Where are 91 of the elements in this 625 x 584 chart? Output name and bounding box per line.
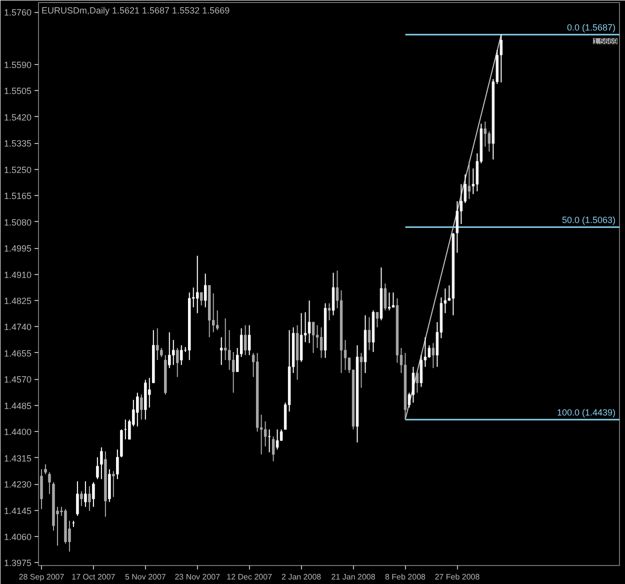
- candlestick: [320, 326, 323, 358]
- x-tick-label: 21 Jan 2008: [331, 572, 376, 582]
- x-tick-label: 5 Nov 2007: [124, 572, 166, 582]
- y-tick-label: 1.4145: [4, 506, 32, 516]
- y-tick-label: 1.4910: [4, 270, 32, 280]
- candlestick: [420, 354, 423, 388]
- candlestick: [428, 344, 431, 358]
- y-tick-label: 1.4570: [4, 374, 32, 385]
- candlestick: [384, 283, 387, 311]
- candlestick: [172, 339, 175, 366]
- candlestick: [96, 456, 99, 480]
- y-tick-label: 1.3975: [4, 558, 32, 568]
- y-tick-label: 1.4060: [4, 532, 32, 542]
- y-tick-label: 1.4825: [4, 296, 32, 306]
- candlestick: [276, 428, 279, 450]
- candlestick: [136, 392, 139, 427]
- y-tick-label: 1.5335: [4, 138, 32, 149]
- candlestick: [392, 292, 395, 308]
- ref-line-label: 100.0 (1.4439): [556, 408, 616, 418]
- y-tick-label: 1.5505: [4, 86, 32, 96]
- candlestick: [100, 446, 103, 480]
- text: 1.5669: [593, 37, 618, 46]
- candlestick: [76, 480, 79, 516]
- candlestick: [468, 160, 471, 200]
- candlestick: [432, 342, 435, 369]
- candlestick: [168, 332, 171, 369]
- candlestick: [44, 464, 47, 475]
- y-tick-label: 1.5250: [4, 164, 32, 175]
- y-tick-label: 1.5165: [4, 191, 32, 202]
- y-tick-label: 1.4485: [4, 400, 32, 411]
- y-tick-label: 1.4230: [4, 480, 32, 490]
- candlestick: [412, 366, 415, 404]
- candlestick: [196, 255, 199, 314]
- candlestick: [156, 328, 159, 361]
- candlestick: [148, 377, 151, 408]
- candlestick: [456, 200, 459, 254]
- candlestick: [312, 322, 315, 354]
- candlestick: [272, 436, 275, 462]
- ref-line-label: 50.0 (1.5063): [562, 215, 616, 226]
- candlestick: [116, 449, 119, 480]
- candlestick: [332, 272, 335, 316]
- x-tick-label: 17 Oct 2007: [72, 572, 116, 582]
- candlestick: [112, 470, 115, 498]
- y-tick-label: 1.4740: [4, 322, 32, 332]
- candlestick: [200, 292, 203, 306]
- candlestick: [204, 273, 207, 308]
- candlestick: [416, 371, 419, 394]
- candlestick: [376, 312, 379, 328]
- candlestick: [268, 428, 271, 453]
- y-tick-label: 1.5590: [4, 60, 32, 70]
- y-tick-label: 1.4995: [4, 244, 32, 254]
- y-tick-label: 1.5080: [4, 217, 32, 228]
- x-tick-label: 28 Sep 2007: [18, 572, 65, 582]
- candlestick: [360, 352, 363, 388]
- candlestick: [84, 480, 87, 508]
- candlestick: [500, 34, 503, 83]
- candlestick: [248, 324, 251, 356]
- candlestick: [488, 130, 491, 152]
- candlestick: [140, 394, 143, 420]
- candlestick: [484, 121, 487, 148]
- y-tick-label: 1.4400: [4, 427, 32, 438]
- candlestick: [368, 316, 371, 351]
- candlestick: [88, 486, 91, 512]
- candlestick: [48, 472, 51, 494]
- x-tick-label: 27 Feb 2008: [434, 572, 480, 582]
- candlestick: [176, 348, 179, 378]
- candlestick: [92, 482, 95, 508]
- candlestick: [316, 324, 319, 349]
- y-tick-label: 1.5760: [4, 8, 32, 18]
- x-tick-label: 8 Feb 2008: [385, 572, 426, 582]
- candlestick: [244, 324, 247, 356]
- x-tick-label: 2 Jan 2008: [282, 572, 322, 582]
- candlestick: [228, 330, 231, 370]
- candlestick: [264, 420, 267, 447]
- x-tick-label: 23 Nov 2007: [174, 572, 221, 582]
- y-tick-label: 1.4315: [4, 453, 32, 464]
- candlestick: [80, 490, 83, 506]
- candlestick: [308, 300, 311, 344]
- candlestick: [216, 310, 219, 331]
- candlestick: [232, 352, 235, 394]
- candlestick: [240, 328, 243, 358]
- candlestick: [180, 344, 183, 366]
- candlestick: [236, 348, 239, 372]
- chart-title: EURUSDm,Daily 1.5621 1.5687 1.5532 1.5669: [42, 6, 230, 16]
- candlestick: [220, 336, 223, 366]
- candlestick: [224, 318, 227, 361]
- x-tick-label: 12 Dec 2007: [226, 572, 273, 582]
- ref-line-label: 0.0 (1.5687): [566, 22, 616, 33]
- y-tick-label: 1.5420: [4, 112, 32, 122]
- candlestick: [388, 292, 391, 311]
- y-tick-label: 1.4655: [4, 348, 32, 358]
